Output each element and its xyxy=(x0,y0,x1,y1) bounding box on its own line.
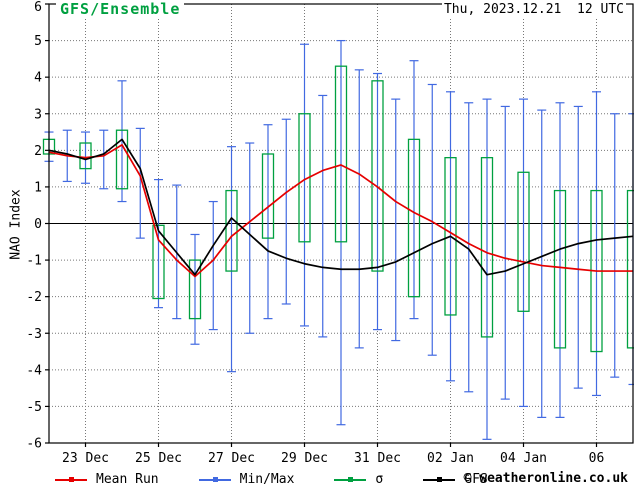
svg-text:29 Dec: 29 Dec xyxy=(281,451,328,466)
svg-text:5: 5 xyxy=(34,34,42,49)
svg-text:31 Dec: 31 Dec xyxy=(354,451,401,466)
legend-label-sigma: σ xyxy=(375,472,384,487)
svg-text:-3: -3 xyxy=(26,327,42,342)
svg-text:0: 0 xyxy=(34,217,42,232)
legend-label-minmax: Min/Max xyxy=(239,472,295,487)
svg-text:-6: -6 xyxy=(26,437,42,452)
svg-text:-2: -2 xyxy=(26,290,42,305)
svg-text:3: 3 xyxy=(34,107,42,122)
run-datetime: Thu, 2023.12.21 12 UTC xyxy=(441,2,626,17)
legend-item-minmax: Min/Max xyxy=(198,472,295,487)
svg-text:02 Jan: 02 Jan xyxy=(427,451,474,466)
legend-label-mean-run: Mean Run xyxy=(96,472,159,487)
gfs-line-sample xyxy=(423,476,456,482)
svg-text:-1: -1 xyxy=(26,254,42,269)
watermark: © weatheronline.co.uk xyxy=(463,471,628,486)
svg-text:6: 6 xyxy=(34,0,42,15)
svg-text:2: 2 xyxy=(34,144,42,159)
legend-label-gfs: GFS xyxy=(464,472,488,487)
svg-text:-5: -5 xyxy=(26,400,42,415)
svg-text:23 Dec: 23 Dec xyxy=(62,451,109,466)
svg-text:25 Dec: 25 Dec xyxy=(135,451,182,466)
svg-text:-4: -4 xyxy=(26,363,42,378)
svg-text:06: 06 xyxy=(589,451,605,466)
legend: Mean Run Min/Max σ GFS xyxy=(55,472,488,487)
svg-text:1: 1 xyxy=(34,180,42,195)
legend-item-sigma: σ xyxy=(334,472,383,487)
minmax-line-sample xyxy=(198,476,231,482)
mean-run-line-sample xyxy=(55,476,87,482)
legend-item-mean-run: Mean Run xyxy=(55,472,159,487)
svg-text:4: 4 xyxy=(34,71,42,86)
svg-text:27 Dec: 27 Dec xyxy=(208,451,255,466)
svg-text:04 Jan: 04 Jan xyxy=(500,451,547,466)
y-axis-label: NAO Index xyxy=(8,189,24,260)
sigma-line-sample xyxy=(334,476,367,482)
chart-title: GFS/Ensemble xyxy=(56,0,185,18)
legend-item-gfs: GFS xyxy=(423,472,488,487)
